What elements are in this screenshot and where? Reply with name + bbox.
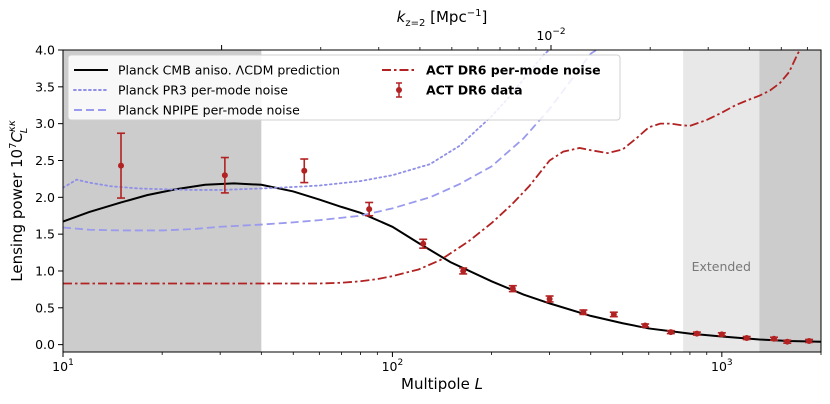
- legend-label: ACT DR6 data: [426, 83, 523, 98]
- x-axis-label-text: Multipole: [401, 375, 475, 393]
- data-point-14: [742, 335, 751, 342]
- k-subscript: z=2: [405, 18, 425, 29]
- legend-item-right-0: ACT DR6 per-mode noise: [382, 63, 601, 78]
- y-label-sub: L: [19, 128, 30, 134]
- k-tick-exp: −2: [552, 27, 565, 37]
- legend-label: Planck CMB aniso. ΛCDM prediction: [118, 63, 340, 78]
- legend-item-left-2: Planck NPIPE per-mode noise: [74, 103, 300, 118]
- legend-label: ACT DR6 per-mode noise: [426, 63, 601, 78]
- k-symbol: k: [397, 8, 407, 26]
- data-point-5: [459, 267, 468, 275]
- data-point-7: [545, 295, 554, 303]
- legend-marker: [396, 87, 402, 93]
- data-point-8: [579, 309, 588, 316]
- data-marker: [667, 329, 674, 336]
- data-marker: [221, 172, 228, 179]
- x-tick-label-0: 101: [52, 358, 74, 374]
- data-point-3: [365, 201, 374, 217]
- y-tick-label-8: 4.0: [35, 43, 55, 58]
- data-point-4: [419, 238, 428, 249]
- data-marker: [546, 295, 553, 302]
- data-marker: [420, 240, 427, 247]
- data-point-10: [641, 322, 650, 329]
- k-tick-label-0: 10−2: [536, 27, 565, 43]
- y-tick-label-5: 2.5: [35, 153, 55, 168]
- data-point-9: [609, 311, 618, 318]
- data-marker: [301, 167, 308, 174]
- legend-item-left-1: Planck PR3 per-mode noise: [73, 83, 288, 98]
- shaded-region-excluded-high: [759, 50, 821, 352]
- data-marker: [718, 331, 725, 338]
- y-label-c: C: [8, 132, 26, 143]
- data-point-12: [692, 330, 701, 337]
- data-point-16: [783, 338, 792, 345]
- data-marker: [771, 335, 778, 342]
- legend-label: Planck PR3 per-mode noise: [118, 83, 288, 98]
- data-marker: [743, 335, 750, 342]
- legend-item-left-0: Planck CMB aniso. ΛCDM prediction: [74, 63, 340, 78]
- series-line-3: [63, 50, 801, 285]
- y-label-sup: κκ: [7, 120, 18, 132]
- k-units: [Mpc: [425, 8, 466, 26]
- y-tick-label-0: 0.0: [35, 337, 55, 352]
- x-tick-base: 10: [52, 359, 68, 374]
- k-units-close: ]: [481, 8, 487, 26]
- y-tick-label-7: 3.5: [35, 79, 55, 94]
- x-tick-exp: 1: [68, 358, 74, 368]
- data-marker: [118, 162, 125, 169]
- shaded-region-label: Extended: [692, 259, 751, 274]
- data-point-11: [666, 329, 675, 336]
- y-axis-label: Lensing power 107CκκL: [7, 120, 30, 282]
- x-tick-base: 10: [711, 359, 727, 374]
- y-tick-label-3: 1.5: [35, 227, 55, 242]
- x-tick-base: 10: [382, 359, 398, 374]
- legend: Planck CMB aniso. ΛCDM prediction Planck …: [67, 54, 621, 121]
- k-units-exp: −1: [467, 8, 482, 19]
- data-point-6: [508, 284, 517, 293]
- x-axis-label-var: L: [475, 375, 483, 393]
- data-marker: [366, 206, 373, 213]
- x-tick-label-2: 103: [711, 358, 733, 374]
- legend-label: Planck NPIPE per-mode noise: [118, 103, 300, 118]
- data-marker: [610, 311, 617, 318]
- legend-box: [67, 54, 621, 121]
- data-point-13: [717, 331, 726, 338]
- y-tick-label-1: 0.5: [35, 300, 55, 315]
- data-marker: [460, 267, 467, 274]
- y-tick-label-2: 1.0: [35, 263, 55, 278]
- y-label-text: Lensing power 10: [8, 149, 26, 282]
- data-point-0: [117, 132, 126, 199]
- y-tick-label-6: 3.0: [35, 116, 55, 131]
- data-point-2: [300, 158, 309, 184]
- x-tick-exp: 3: [727, 358, 733, 368]
- data-marker: [693, 330, 700, 337]
- plot-frame: [62, 49, 822, 353]
- data-marker: [642, 322, 649, 329]
- data-point-17: [805, 337, 814, 344]
- data-marker: [509, 285, 516, 292]
- legend-item-right-1: ACT DR6 data: [396, 82, 523, 98]
- axes: 10110210310−210−10.00.51.01.52.02.53.03.…: [7, 8, 822, 393]
- x-tick-exp: 2: [398, 358, 404, 368]
- data-marker: [580, 309, 587, 316]
- data-marker: [806, 337, 813, 344]
- series-line-0: [63, 182, 821, 343]
- shaded-region-extended: [683, 50, 760, 352]
- y-tick-label-4: 2.0: [35, 190, 55, 205]
- data-marker: [784, 338, 791, 345]
- data-point-1: [220, 156, 229, 194]
- k-tick-base: 10: [536, 28, 552, 43]
- top-axis-label: kz=2 [Mpc−1]: [397, 8, 488, 29]
- data-point-15: [770, 335, 779, 342]
- y-label-exp: 7: [8, 143, 19, 149]
- x-tick-label-1: 102: [382, 358, 404, 374]
- x-axis-label: Multipole L: [401, 375, 483, 393]
